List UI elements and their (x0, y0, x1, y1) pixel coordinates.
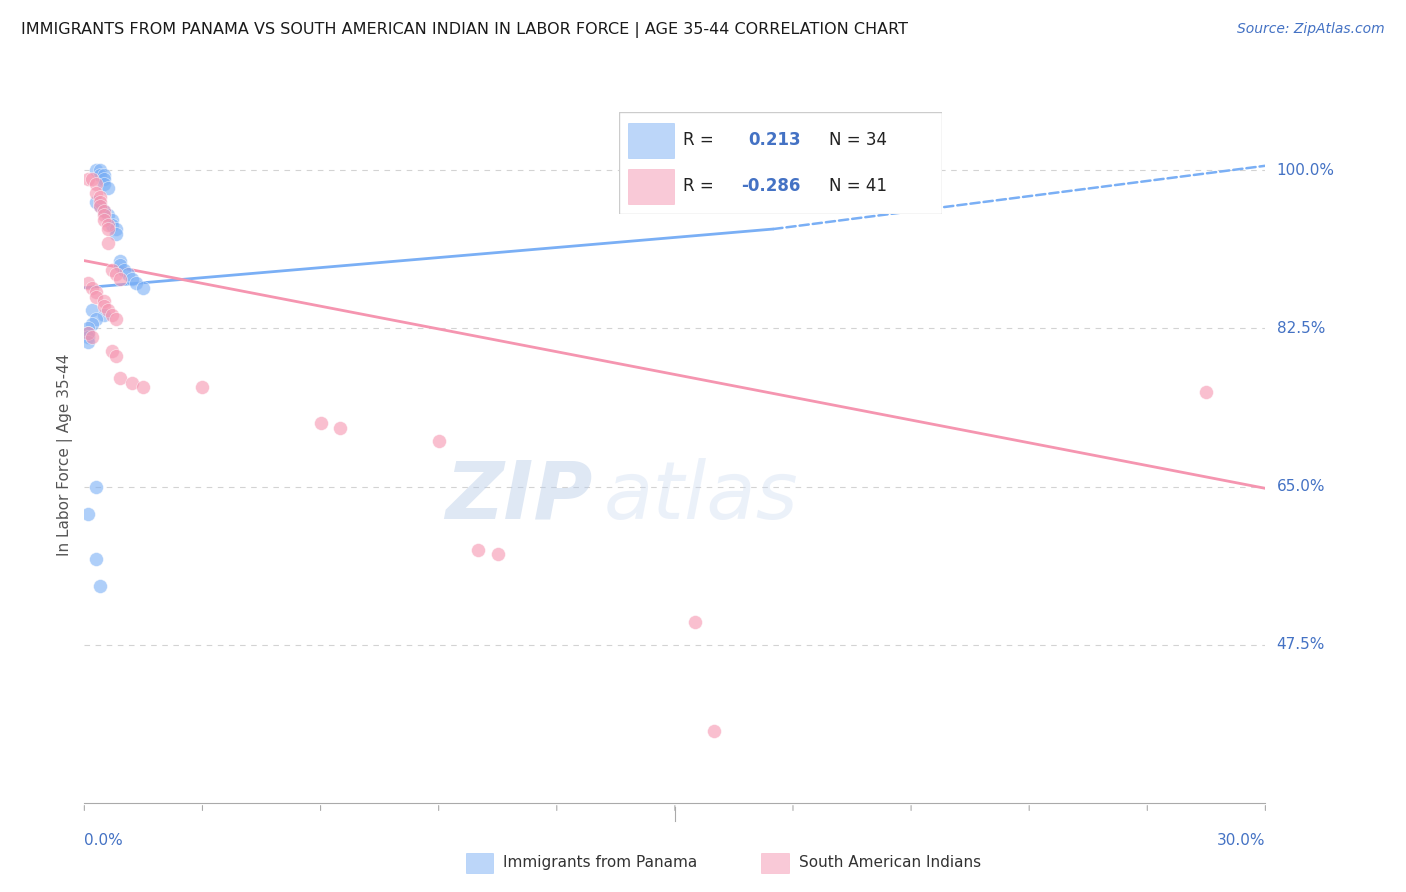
Point (104, 312, 127, 326)
Text: N = 41: N = 41 (830, 178, 887, 195)
Text: R =: R = (683, 178, 714, 195)
Point (104, 349, 127, 363)
Point (89, 168, 111, 182)
Text: N = 34: N = 34 (830, 131, 887, 149)
Point (101, 213, 124, 227)
Y-axis label: In Labor Force | Age 35-44: In Labor Force | Age 35-44 (58, 354, 73, 556)
Point (108, 253, 131, 268)
Point (82, 330, 104, 344)
Point (329, 421, 352, 435)
Point (112, 262, 135, 277)
Point (101, 218, 124, 232)
Point (97, 181, 120, 195)
Point (486, 547, 509, 561)
Text: 65.0%: 65.0% (1277, 479, 1324, 494)
Point (77, 172, 100, 186)
FancyBboxPatch shape (619, 112, 942, 214)
Point (82, 317, 104, 331)
Point (93, 203, 115, 218)
Point (77, 321, 100, 335)
Point (93, 213, 115, 227)
Point (101, 308, 124, 322)
Point (84, 479, 107, 493)
Point (84, 285, 107, 300)
Point (683, 615, 706, 629)
Point (101, 262, 124, 277)
Point (108, 371, 131, 385)
Point (82, 303, 104, 318)
Point (93, 177, 115, 191)
Text: -0.286: -0.286 (741, 178, 801, 195)
Point (703, 723, 725, 738)
Point (97, 222, 120, 236)
Point (93, 308, 115, 322)
Point (89, 163, 111, 178)
Point (77, 507, 100, 521)
Point (93, 168, 115, 182)
Point (309, 417, 332, 431)
FancyBboxPatch shape (761, 854, 789, 873)
Text: R =: R = (683, 131, 714, 149)
Text: 82.5%: 82.5% (1277, 321, 1324, 336)
Point (77, 334, 100, 349)
Point (89, 579, 111, 593)
Text: 0.0%: 0.0% (84, 833, 124, 848)
Text: South American Indians: South American Indians (799, 855, 981, 870)
Point (84, 290, 107, 304)
Point (82, 172, 104, 186)
Point (93, 172, 115, 186)
Point (467, 542, 489, 557)
FancyBboxPatch shape (628, 123, 673, 158)
Point (82, 281, 104, 295)
Point (97, 235, 120, 250)
Point (77, 330, 100, 344)
Point (1195, 384, 1218, 399)
Point (84, 551, 107, 566)
Point (93, 299, 115, 313)
Point (108, 258, 131, 272)
Point (117, 267, 139, 281)
Point (93, 294, 115, 309)
Text: atlas: atlas (605, 458, 799, 536)
Point (97, 303, 120, 318)
Point (89, 194, 111, 209)
Text: 30.0%: 30.0% (1218, 833, 1265, 848)
Point (101, 344, 124, 359)
FancyBboxPatch shape (465, 854, 494, 873)
Point (77, 277, 100, 291)
Point (97, 218, 120, 232)
Point (77, 326, 100, 340)
Text: Immigrants from Panama: Immigrants from Panama (503, 855, 697, 870)
Point (93, 203, 115, 218)
Point (84, 194, 107, 209)
Text: ZIP: ZIP (444, 458, 592, 536)
Point (77, 326, 100, 340)
Point (104, 267, 127, 281)
Point (104, 227, 127, 241)
Point (191, 380, 214, 394)
Text: IMMIGRANTS FROM PANAMA VS SOUTH AMERICAN INDIAN IN LABOR FORCE | AGE 35-44 CORRE: IMMIGRANTS FROM PANAMA VS SOUTH AMERICAN… (21, 22, 908, 38)
Text: 100.0%: 100.0% (1277, 163, 1334, 178)
Point (104, 222, 127, 236)
FancyBboxPatch shape (628, 169, 673, 204)
Point (84, 177, 107, 191)
Point (93, 209, 115, 223)
Text: 0.213: 0.213 (748, 131, 800, 149)
Text: Source: ZipAtlas.com: Source: ZipAtlas.com (1237, 22, 1385, 37)
Point (132, 281, 155, 295)
Text: 47.5%: 47.5% (1277, 637, 1324, 652)
Point (108, 271, 131, 285)
Point (121, 376, 143, 390)
Point (84, 163, 107, 178)
Point (84, 312, 107, 326)
Point (89, 199, 111, 213)
Point (89, 199, 111, 213)
Point (121, 271, 143, 285)
Point (89, 190, 111, 204)
Point (124, 277, 146, 291)
Point (427, 434, 450, 449)
Point (97, 209, 120, 223)
Point (84, 186, 107, 200)
Point (132, 380, 155, 394)
